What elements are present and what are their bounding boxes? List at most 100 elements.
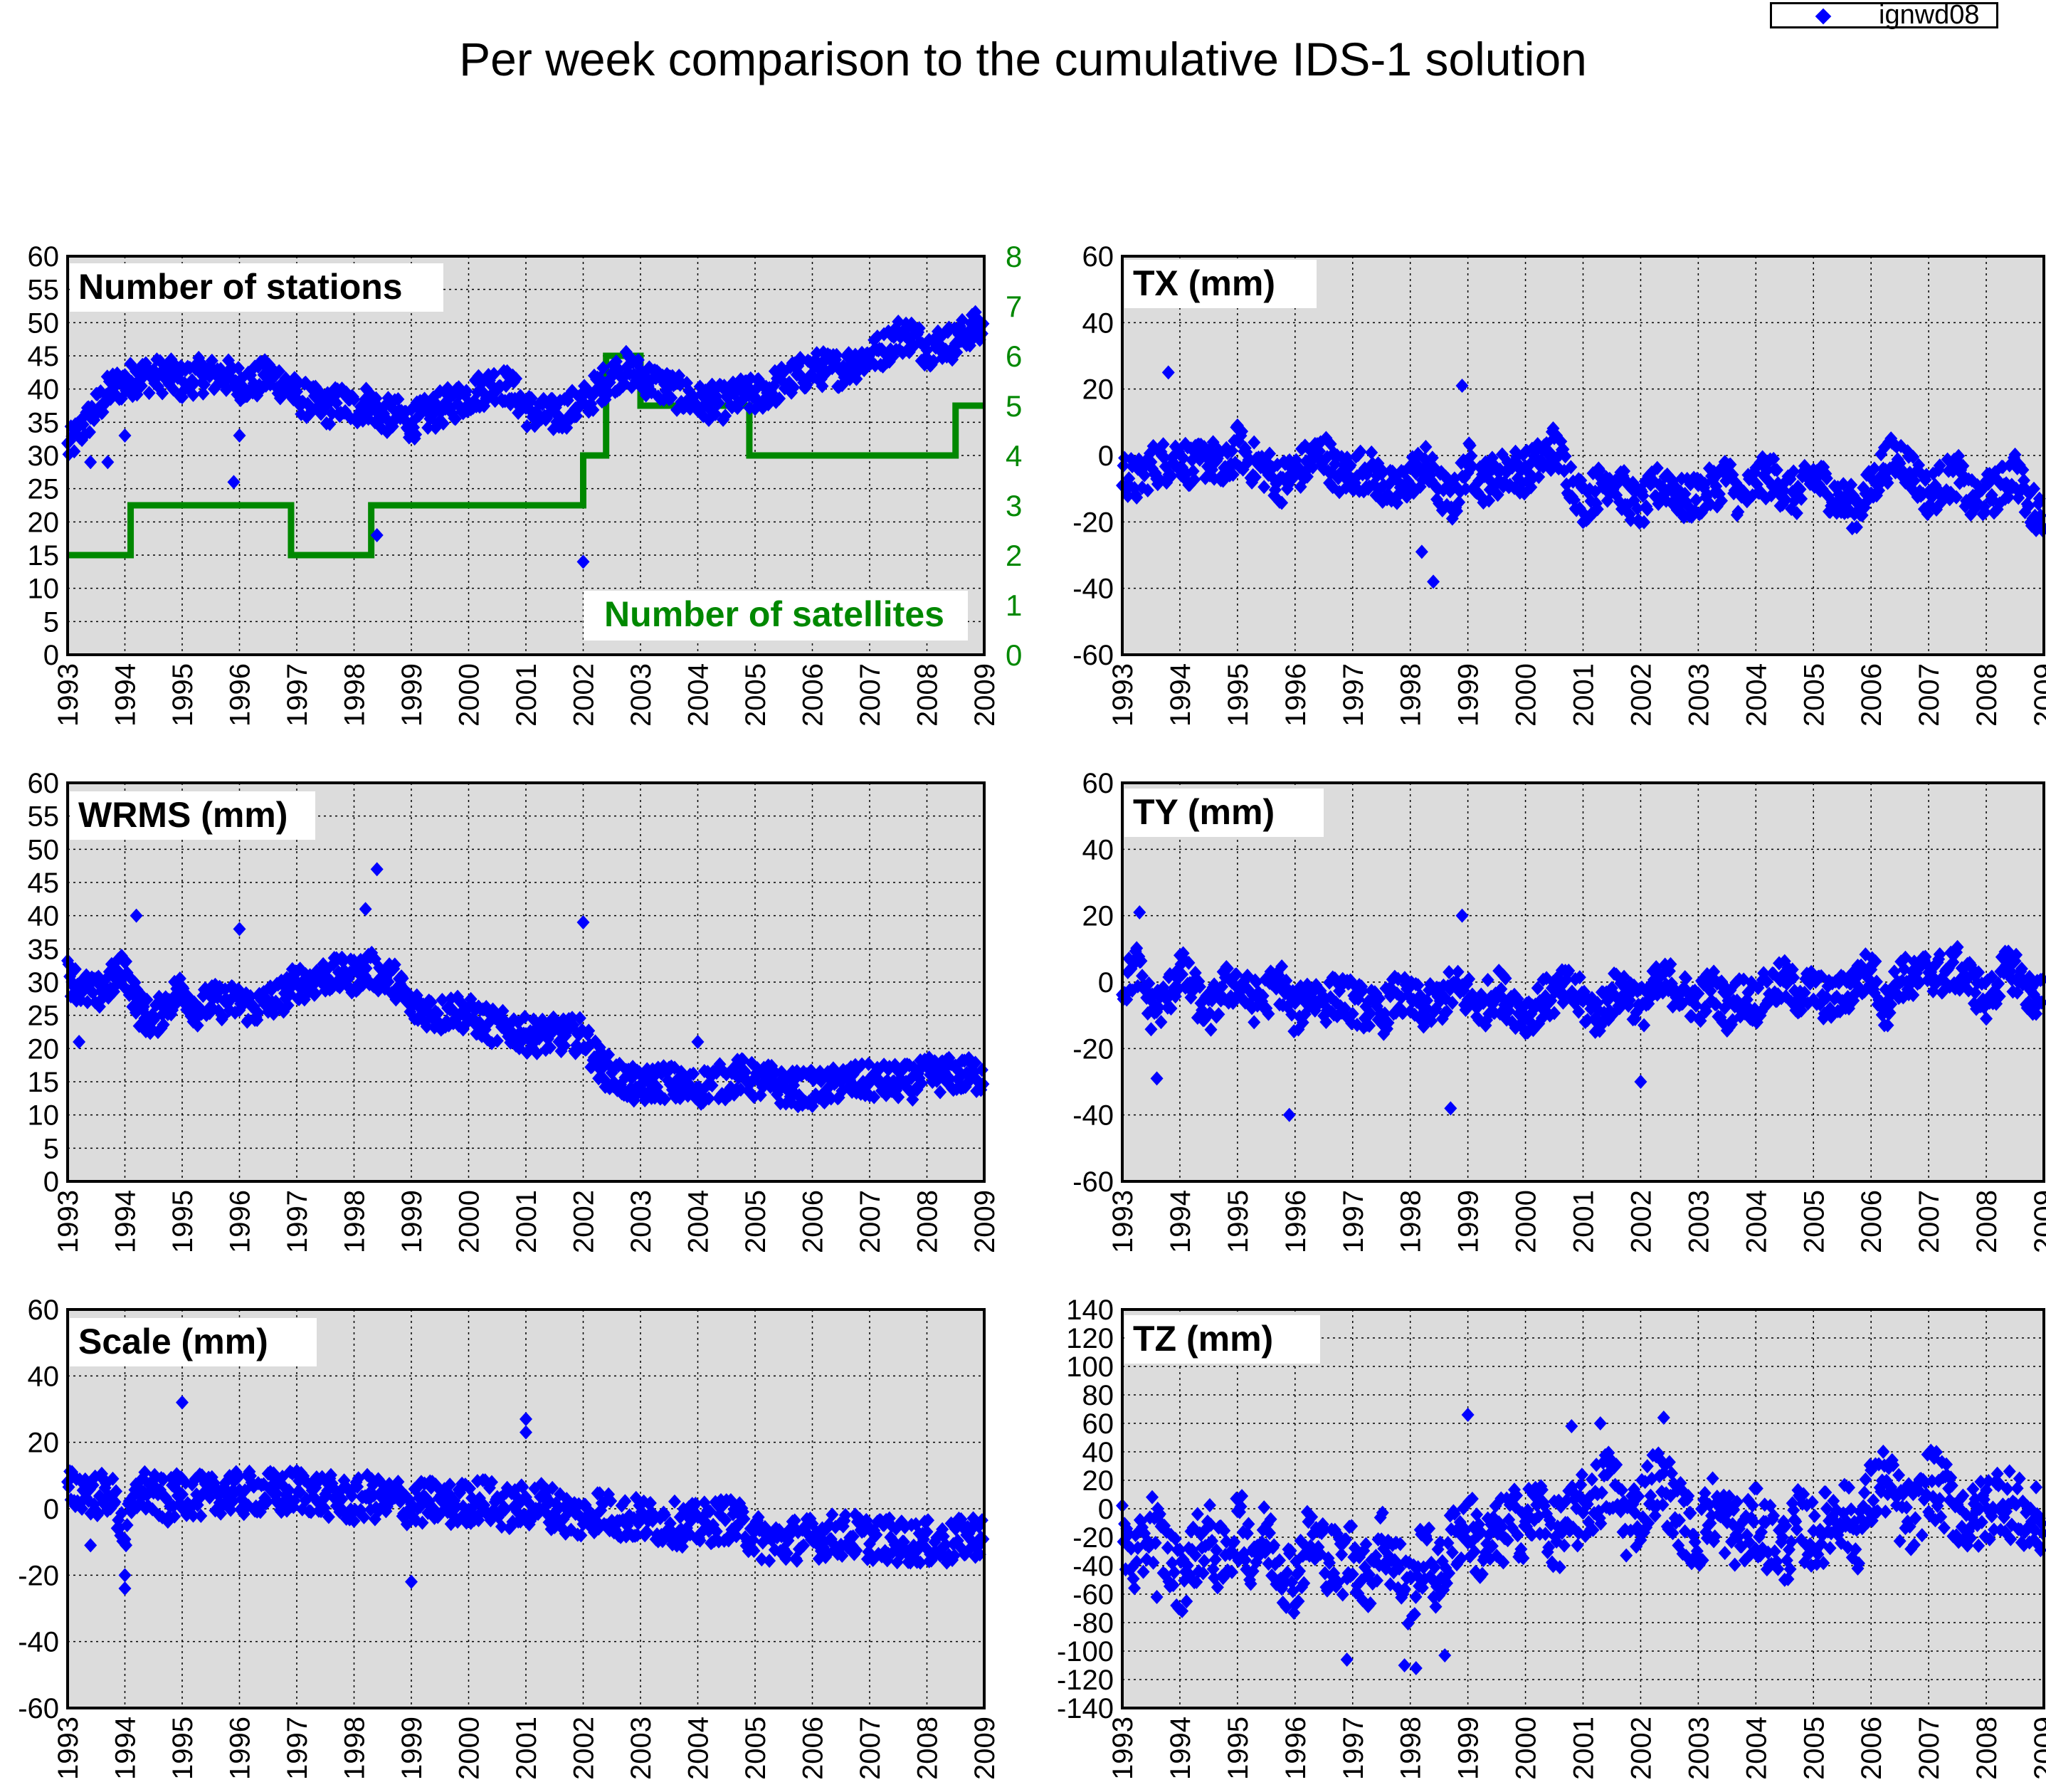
x-tick-label: 1999	[1453, 1717, 1485, 1780]
data-point	[460, 384, 473, 399]
data-point	[436, 416, 450, 431]
x-tick-label: 2002	[1625, 1717, 1657, 1780]
y-tick-label: 15	[28, 1067, 60, 1098]
data-point	[1482, 493, 1496, 508]
chart-title: Number of stations	[78, 267, 403, 307]
y-tick-label: -120	[1057, 1665, 1114, 1696]
y-tick-label: 30	[28, 967, 60, 998]
y-tick-label: 15	[28, 540, 60, 571]
data-point	[370, 528, 384, 542]
data-point	[83, 425, 96, 440]
x-tick-label: 1996	[1280, 1190, 1312, 1253]
data-point	[1176, 450, 1190, 465]
y-tick-label: -20	[1072, 507, 1114, 538]
data-point	[391, 391, 405, 406]
y2-tick-label: 3	[1006, 489, 1022, 522]
data-point	[101, 455, 115, 470]
legend: ignwd08	[1770, 0, 1998, 30]
y-tick-label: 20	[1082, 901, 1114, 932]
data-point	[258, 353, 272, 368]
data-point	[586, 403, 600, 418]
satellites-label: Number of satellites	[604, 594, 944, 634]
x-tick-label: 2005	[1798, 1717, 1830, 1780]
y-tick-label: 40	[1082, 1437, 1114, 1468]
data-point	[1248, 470, 1262, 485]
data-point	[1391, 495, 1404, 510]
y-tick-label: 20	[28, 1428, 60, 1459]
x-tick-label: 2004	[683, 1190, 714, 1253]
x-tick-label: 1996	[1280, 1717, 1312, 1780]
x-tick-label: 2002	[569, 663, 600, 727]
x-tick-label: 1994	[1165, 1717, 1196, 1780]
data-point	[329, 396, 343, 411]
data-point	[1225, 443, 1239, 458]
x-tick-label: 1994	[1165, 1190, 1196, 1253]
x-tick-label: 2004	[683, 1717, 714, 1780]
y-tick-label: -20	[18, 1560, 59, 1591]
x-tick-label: 2001	[511, 663, 542, 727]
data-point	[1465, 459, 1479, 474]
x-tick-label: 2000	[1511, 1190, 1542, 1253]
x-tick-label: 2006	[798, 1190, 829, 1253]
x-tick-label: 1995	[167, 1190, 199, 1253]
x-tick-label: 2000	[454, 1717, 485, 1780]
data-point	[920, 343, 934, 358]
y-tick-label: 10	[28, 1100, 60, 1132]
x-tick-label: 2000	[1511, 663, 1542, 727]
x-tick-label: 2006	[1856, 663, 1887, 727]
x-tick-label: 1998	[1396, 663, 1427, 727]
data-point	[1491, 487, 1504, 502]
y-tick-label: 120	[1066, 1323, 1114, 1354]
data-point	[719, 409, 732, 423]
data-point	[1138, 468, 1151, 483]
y2-tick-label: 2	[1006, 539, 1022, 572]
data-point	[76, 417, 90, 432]
data-point	[1724, 457, 1737, 472]
x-tick-label: 2009	[969, 1717, 1001, 1780]
x-tick-label: 1997	[282, 1717, 313, 1780]
data-point	[1275, 495, 1289, 510]
data-point	[1907, 450, 1920, 465]
y-tick-label: 50	[28, 307, 60, 339]
x-tick-label: 2008	[1971, 663, 2003, 727]
data-point	[1568, 492, 1581, 507]
data-point	[1907, 473, 1921, 488]
x-tick-label: 1994	[1165, 663, 1196, 727]
chart-panel-5: -140-120-100-80-60-40-200204060801001201…	[1057, 1295, 2046, 1780]
x-tick-label: 1993	[1107, 663, 1139, 727]
data-point	[1564, 460, 1578, 475]
satellites-label-box	[584, 591, 968, 641]
x-tick-label: 1999	[396, 663, 428, 727]
data-point	[1130, 490, 1144, 505]
y-tick-label: 0	[43, 640, 59, 671]
y-tick-label: 10	[28, 574, 60, 605]
x-tick-label: 2009	[969, 663, 1001, 727]
x-tick-label: 1999	[1453, 663, 1485, 727]
x-tick-label: 2007	[1914, 1717, 1945, 1780]
x-tick-label: 2005	[740, 1190, 771, 1253]
legend-label: ignwd08	[1879, 0, 1980, 30]
x-tick-label: 1994	[110, 1190, 142, 1253]
page-title: Per week comparison to the cumulative ID…	[459, 33, 1587, 85]
data-point	[1365, 445, 1378, 460]
data-point	[1630, 501, 1644, 516]
y-tick-label: 60	[28, 241, 60, 273]
y-tick-label: 60	[1082, 1408, 1114, 1440]
y-tick-label: -60	[1072, 1579, 1114, 1611]
data-point	[448, 411, 462, 426]
y-tick-label: 60	[1082, 241, 1114, 273]
x-tick-label: 1996	[225, 663, 256, 727]
data-point	[188, 376, 201, 391]
data-point	[142, 386, 156, 401]
data-point	[1715, 493, 1729, 508]
data-point	[356, 413, 369, 428]
data-point	[1795, 491, 1808, 506]
y2-tick-label: 1	[1006, 589, 1022, 622]
y-tick-label: -140	[1057, 1693, 1114, 1724]
y-tick-label: 45	[28, 868, 60, 899]
y-tick-label: 20	[28, 1033, 60, 1065]
x-tick-label: 2006	[1856, 1717, 1887, 1780]
data-point	[787, 380, 801, 395]
